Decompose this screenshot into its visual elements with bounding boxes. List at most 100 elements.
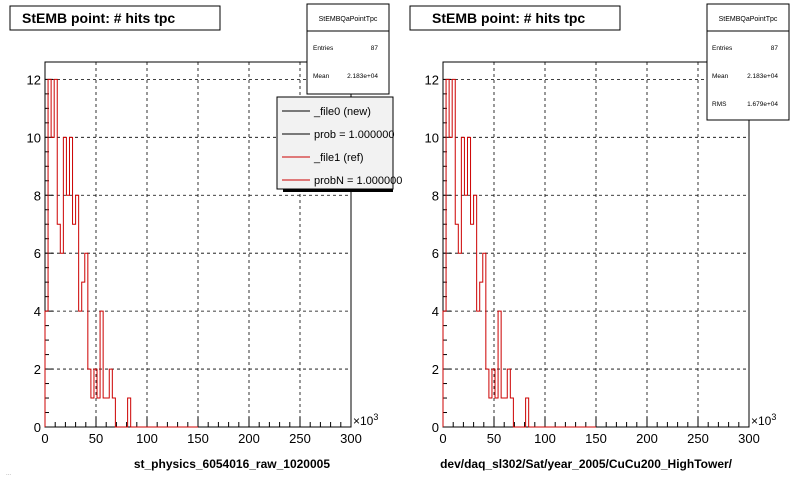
histogram-bin [526, 398, 529, 427]
y-tick-label: 2 [34, 362, 41, 377]
histogram-bin [477, 311, 480, 427]
y-tick-label: 8 [34, 188, 41, 203]
histogram-bin [489, 398, 492, 427]
histogram-bin [48, 79, 51, 427]
histogram-bin [467, 137, 470, 427]
histogram-bin [474, 195, 477, 427]
histogram-bin [452, 79, 455, 427]
stats-name-left: StEMBQaPointTpc [319, 16, 378, 23]
x-tick-label: 50 [89, 431, 103, 446]
pad-right: StEMB point: # hits tpc 0 2 4 6 8 10 12 0 50 100… [409, 3, 790, 471]
legend-entry-probn: probN = 1.000000 [314, 175, 402, 187]
histogram-bin [79, 311, 82, 427]
x-tick-label: 100 [136, 431, 158, 446]
y-tick-label: 4 [432, 304, 439, 319]
histogram-bin [100, 311, 103, 427]
x-tick-label: 150 [187, 431, 209, 446]
histogram-bin [128, 398, 131, 427]
histogram-bin [91, 398, 94, 427]
histogram-bin [63, 137, 66, 427]
stats-mean-value-left: 2.183e+04 [347, 73, 378, 80]
footer-text: ... [6, 471, 11, 477]
y-tick-label: 2 [432, 362, 439, 377]
x-tick-label: 250 [687, 431, 709, 446]
exponent-right: ×103 [751, 412, 776, 428]
histogram-bin [483, 253, 486, 427]
histogram-bin [501, 398, 504, 427]
histogram-bin [54, 79, 57, 427]
y-tick-label: 4 [34, 304, 41, 319]
histogram-left [44, 78, 198, 428]
histogram-bin [458, 253, 461, 427]
histogram-bin [464, 195, 467, 427]
stats-mean-label-left: Mean [313, 73, 330, 80]
x-tick-label: 200 [636, 431, 658, 446]
y-tick-label: 8 [432, 188, 439, 203]
histogram-bin [88, 369, 91, 427]
y-tick-label: 10 [27, 130, 41, 145]
histogram-bin [446, 79, 449, 427]
stats-box-right: StEMBQaPointTpc Entries 87 Mean 2.183e+0… [706, 3, 790, 121]
histogram-bin [69, 137, 72, 427]
legend-entry-file1: _file1 (ref) [313, 152, 364, 164]
y-axis-left: 0 2 4 6 8 10 12 [27, 72, 53, 435]
histogram-series-0 [442, 78, 596, 428]
xlabel-right: dev/daq_sl302/Sat/year_2005/CuCu200_High… [440, 457, 733, 471]
histogram-bin [495, 398, 498, 427]
title-left: StEMB point: # hits tpc [22, 10, 175, 26]
x-tick-label: 300 [738, 431, 760, 446]
histogram-bin [82, 282, 85, 427]
stats-rms-label-right: RMS [712, 101, 727, 108]
x-tick-label: 0 [439, 431, 446, 446]
title-box-right [409, 5, 621, 31]
x-tick-label: 300 [340, 431, 362, 446]
histogram-bin [480, 282, 483, 427]
x-tick-label: 0 [41, 431, 48, 446]
x-tick-label: 250 [289, 431, 311, 446]
stats-rms-value-right: 1.679e+04 [747, 101, 778, 108]
y-tick-label: 12 [27, 72, 41, 87]
x-axis-right: 0 50 100 150 200 250 300 [439, 417, 760, 446]
y-tick-label: 6 [34, 246, 41, 261]
y-tick-label: 12 [425, 72, 439, 87]
x-tick-label: 50 [487, 431, 501, 446]
stats-name-right: StEMBQaPointTpc [719, 16, 778, 23]
y-tick-label: 0 [34, 420, 41, 435]
histogram-bin [507, 369, 510, 427]
histogram-bin [85, 253, 88, 427]
histogram-bin [498, 311, 501, 427]
title-right: StEMB point: # hits tpc [432, 10, 585, 26]
histogram-bin [471, 224, 474, 427]
histogram-bin [66, 195, 69, 427]
x-tick-label: 150 [585, 431, 607, 446]
y-axis-right: 0 2 4 6 8 10 12 [425, 72, 451, 435]
x-tick-label: 100 [534, 431, 556, 446]
histogram-bin [73, 224, 76, 427]
histogram-bin [103, 398, 106, 427]
grid-right [443, 62, 749, 427]
stats-mean-label-right: Mean [712, 73, 729, 80]
histogram-bin [510, 398, 513, 427]
histogram-bin [94, 369, 97, 427]
legend-left: _file0 (new) prob = 1.000000 _file1 (ref… [276, 96, 402, 192]
pad-left: StEMB point: # hits tpc 0 2 4 6 8 10 12 0 50 100… [9, 3, 402, 471]
title-box-left [9, 5, 221, 31]
histogram-bin [492, 369, 495, 427]
y-tick-label: 0 [432, 420, 439, 435]
histogram-bin [57, 224, 60, 427]
stats-entries-label-left: Entries [313, 45, 334, 52]
histogram-bin [504, 398, 507, 427]
histogram-bin [449, 137, 452, 427]
histogram-bin [486, 369, 489, 427]
histogram-series-0 [44, 78, 198, 428]
legend-entry-file0: _file0 (new) [313, 106, 371, 118]
stats-entries-value-right: 87 [771, 45, 779, 52]
histogram-bin [60, 253, 63, 427]
histogram-bin [443, 311, 446, 427]
stats-mean-value-right: 2.183e+04 [747, 73, 778, 80]
x-tick-label: 200 [238, 431, 260, 446]
legend-entry-prob: prob = 1.000000 [314, 129, 394, 141]
histogram-bin [461, 137, 464, 427]
exponent-left: ×103 [353, 412, 378, 428]
